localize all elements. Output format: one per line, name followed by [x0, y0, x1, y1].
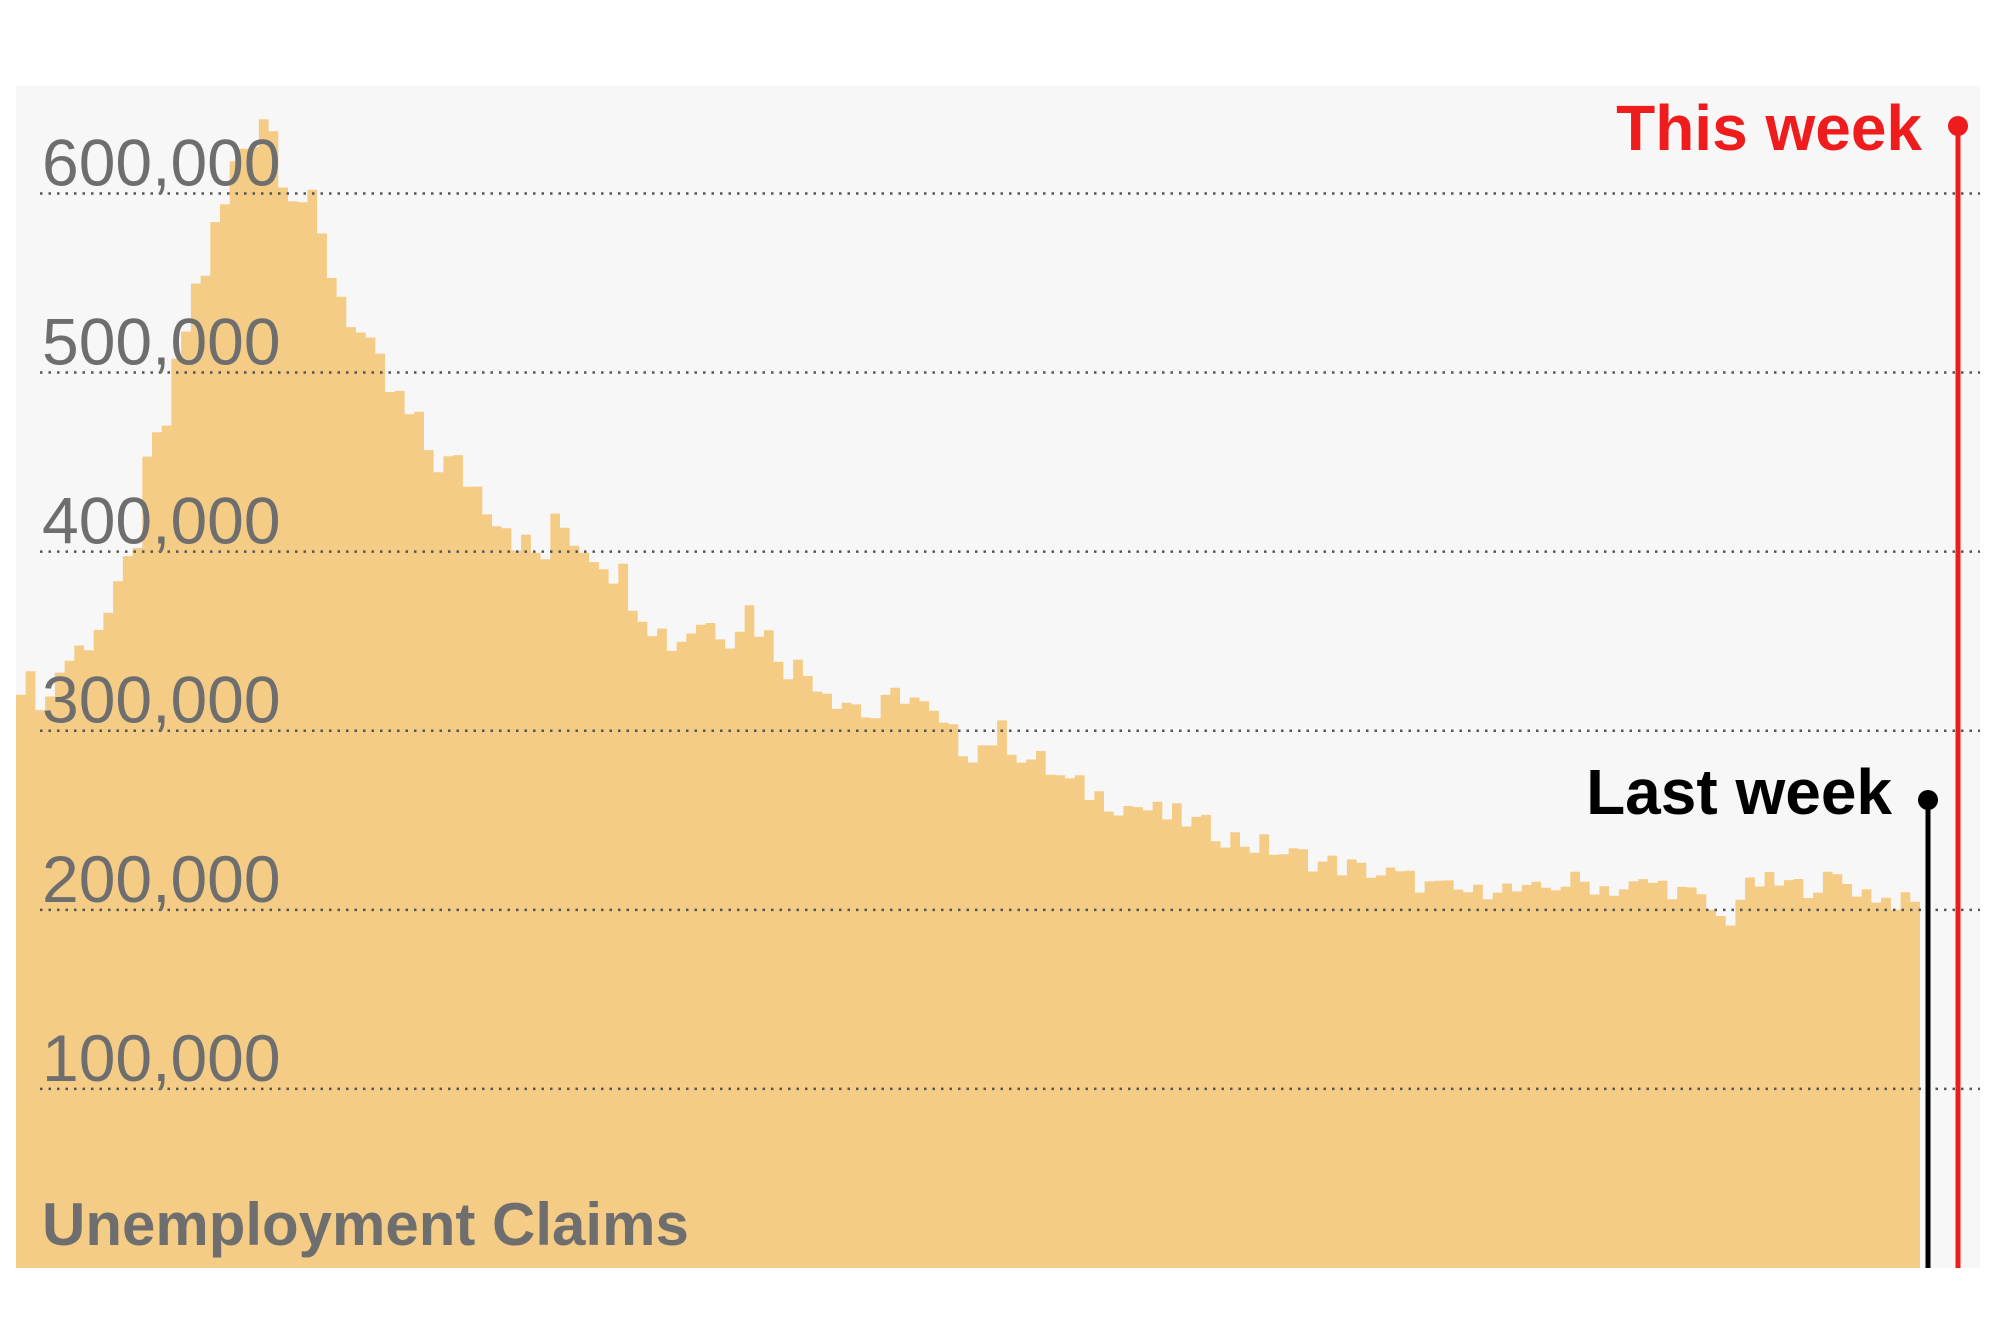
last-week-marker-dot — [1918, 790, 1938, 810]
y-tick-label: 600,000 — [42, 125, 281, 199]
this-week-marker-dot — [1948, 116, 1968, 136]
y-tick-labels: 100,000 200,000 300,000 400,000 500,000 600,0… — [42, 125, 281, 1094]
this-week-label: This week — [1616, 92, 1922, 164]
y-tick-label: 100,000 — [42, 1021, 281, 1095]
chart-title: Unemployment Claims — [42, 1191, 689, 1258]
gridlines — [40, 192, 1980, 1091]
y-tick-label: 300,000 — [42, 663, 281, 737]
y-tick-label: 500,000 — [42, 305, 281, 379]
claims-area-series — [16, 119, 1920, 1268]
y-tick-label: 400,000 — [42, 484, 281, 558]
last-week-label: Last week — [1586, 756, 1892, 828]
y-tick-label: 200,000 — [42, 842, 281, 916]
